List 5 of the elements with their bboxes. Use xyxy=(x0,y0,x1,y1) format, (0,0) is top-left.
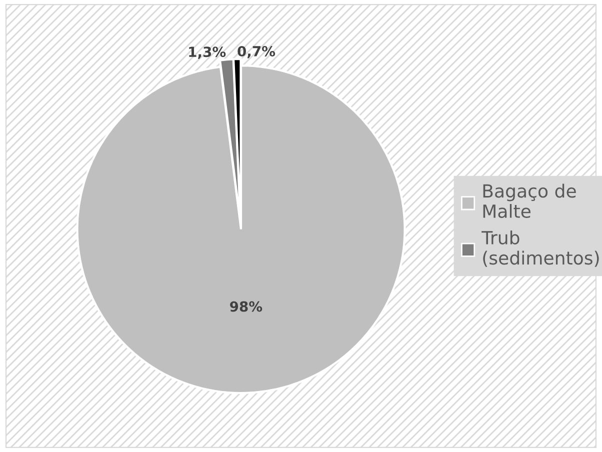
data-label: 98% xyxy=(230,301,262,312)
legend-label: Bagaço de Malte xyxy=(483,184,576,218)
legend-label: Trub (sedimentos) xyxy=(482,230,599,267)
data-label: 0,7% xyxy=(238,46,276,58)
data-label: 1,3% xyxy=(189,46,226,59)
